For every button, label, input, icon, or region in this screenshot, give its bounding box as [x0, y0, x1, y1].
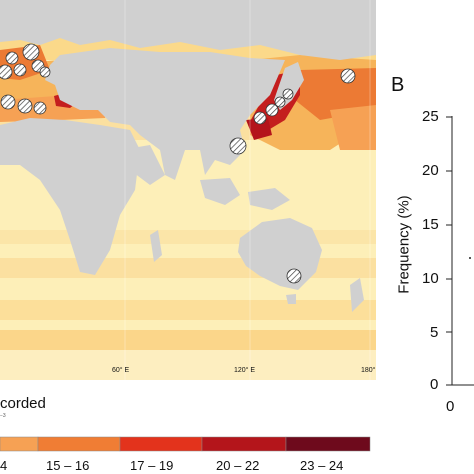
record-marker — [0, 94, 16, 110]
legend-colorbar — [0, 436, 371, 452]
record-marker — [39, 66, 51, 78]
record-marker — [286, 268, 302, 284]
panel-b-data-point — [469, 257, 471, 259]
legend-title: corded — [0, 395, 46, 412]
lon-label-180: 180° — [361, 367, 376, 374]
panel-b-axes — [446, 116, 474, 386]
legend-bin-1 — [0, 436, 39, 452]
legend-bin-label-5: 23 – 24 — [300, 458, 344, 473]
land-madagascar — [150, 230, 162, 262]
record-markers — [0, 43, 356, 284]
record-marker — [265, 103, 279, 117]
legend-subtitle: −3 — [0, 413, 6, 419]
legend-bin-label-1: 4 — [0, 458, 8, 473]
land-arctic — [0, 0, 376, 60]
y-tick-0: 0 — [430, 376, 439, 393]
panel-b: B Frequency (%) 25 20 15 10 5 0 0 — [382, 0, 474, 474]
ocean-patch-east-china-sea — [246, 118, 272, 140]
record-marker — [33, 101, 47, 115]
record-marker — [253, 111, 267, 125]
ocean-band-southern — [0, 330, 376, 350]
record-marker — [340, 68, 356, 84]
legend-bin-label-2: 15 – 16 — [46, 458, 90, 473]
legend-bin-2 — [37, 436, 121, 452]
record-marker — [22, 43, 40, 61]
record-marker — [274, 96, 286, 108]
legend-bin-3 — [119, 436, 203, 452]
land-arabia — [120, 145, 165, 185]
ocean-band-antarctic — [0, 350, 376, 380]
legend-bin-label-3: 17 – 19 — [130, 458, 174, 473]
lon-label-60e: 60° E — [112, 367, 130, 374]
record-marker — [17, 98, 33, 114]
record-marker — [13, 63, 27, 77]
ocean-patch-pacific-east — [330, 105, 376, 150]
land-tasmania — [286, 294, 296, 304]
land-africa — [0, 118, 140, 275]
legend-bin-label-4: 20 – 22 — [216, 458, 260, 473]
record-marker — [282, 88, 294, 100]
ocean-band-subtropic-s — [0, 258, 376, 278]
land-eurasia — [45, 48, 285, 180]
y-tick-5: 5 — [430, 324, 439, 341]
y-tick-20: 20 — [422, 162, 439, 179]
x-tick-0: 0 — [446, 398, 455, 415]
record-marker — [0, 64, 13, 80]
y-tick-25: 25 — [422, 108, 439, 125]
land-borneo — [200, 178, 240, 205]
record-marker — [5, 51, 19, 65]
graticule — [124, 0, 371, 380]
y-tick-15: 15 — [422, 216, 439, 233]
record-marker — [229, 137, 247, 155]
ocean-band-south — [0, 300, 376, 320]
y-tick-10: 10 — [422, 270, 439, 287]
land-new-guinea — [248, 188, 290, 210]
panel-b-label: B — [391, 74, 405, 96]
legend-bin-5 — [285, 436, 371, 452]
lon-label-120e: 120° E — [234, 367, 256, 374]
land-new-zealand — [350, 278, 364, 312]
ocean-patch-kuroshio — [295, 68, 376, 120]
land-australia — [238, 218, 322, 290]
ocean-band-trop-s — [0, 230, 376, 244]
legend-bin-4 — [201, 436, 287, 452]
